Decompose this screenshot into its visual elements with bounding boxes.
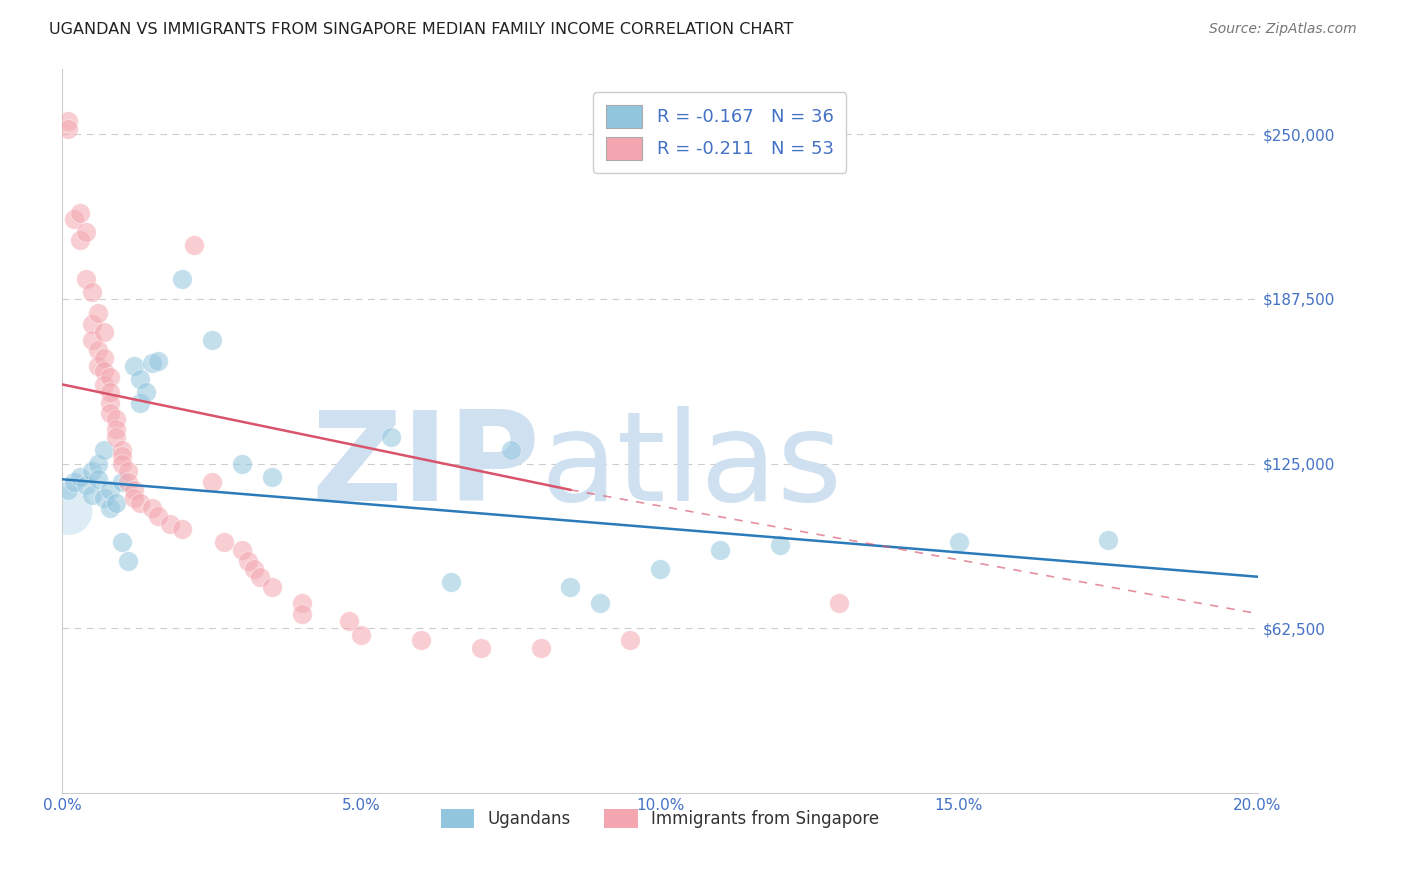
Text: Source: ZipAtlas.com: Source: ZipAtlas.com [1209,22,1357,37]
Point [105,496,128,510]
Point [87,457,110,471]
Point [948,535,970,549]
Point [111,449,134,463]
Point [111,535,134,549]
Point [82,285,104,300]
Point [75,272,97,286]
Point [98,501,121,516]
Point [98,385,121,400]
Text: UGANDAN VS IMMIGRANTS FROM SINGAPORE MEDIAN FAMILY INCOME CORRELATION CHART: UGANDAN VS IMMIGRANTS FROM SINGAPORE MED… [49,22,793,37]
Point [201,333,224,347]
Point [117,464,139,478]
Point [82,488,104,502]
Point [183,238,205,252]
Point [69,233,91,247]
Point [159,517,181,532]
Point [117,475,139,489]
Point [93,491,115,505]
Point [260,580,283,594]
Point [242,562,264,576]
Point [105,411,128,425]
Point [111,475,134,489]
Point [560,580,582,594]
Point [69,206,91,220]
Point [290,607,312,621]
Point [409,632,432,647]
Point [82,464,104,478]
Point [122,359,145,373]
Point [141,356,163,370]
Point [75,225,97,239]
Point [129,496,152,510]
Point [122,483,145,497]
Point [105,422,128,436]
Point [87,343,110,358]
Point [231,543,253,558]
Point [709,543,731,558]
Point [236,554,259,568]
Point [350,628,373,642]
Point [529,640,551,655]
Point [105,430,128,444]
Point [93,325,115,339]
Legend: Ugandans, Immigrants from Singapore: Ugandans, Immigrants from Singapore [434,803,886,835]
Point [146,509,169,524]
Point [141,501,163,516]
Point [1097,533,1119,547]
Point [201,475,224,489]
Point [69,469,91,483]
Point [63,211,86,226]
Point [135,385,157,400]
Point [93,351,115,366]
Point [212,535,235,549]
Point [111,443,134,458]
Text: ZIP: ZIP [312,406,540,527]
Point [63,475,86,489]
Point [82,317,104,331]
Point [75,477,97,491]
Point [93,364,115,378]
Text: atlas: atlas [540,406,842,527]
Point [111,457,134,471]
Point [828,596,851,610]
Point [122,491,145,505]
Point [58,122,80,136]
Point [146,353,169,368]
Point [249,570,271,584]
Point [117,554,139,568]
Point [380,430,402,444]
Point [260,469,283,483]
Point [170,522,193,536]
Point [98,396,121,410]
Point [58,114,80,128]
Point [768,538,790,552]
Point [440,574,463,589]
Point [499,443,522,458]
Point [98,407,121,421]
Point [231,457,253,471]
Point [648,562,671,576]
Point [87,472,110,486]
Point [470,640,492,655]
Point [93,443,115,458]
Point [87,306,110,320]
Point [170,272,193,286]
Point [619,632,641,647]
Point [98,369,121,384]
Point [98,483,121,497]
Point [129,396,152,410]
Point [93,377,115,392]
Point [58,504,80,518]
Point [589,596,612,610]
Point [58,483,80,497]
Point [82,333,104,347]
Point [87,359,110,373]
Point [337,615,360,629]
Point [290,596,312,610]
Point [129,372,152,386]
